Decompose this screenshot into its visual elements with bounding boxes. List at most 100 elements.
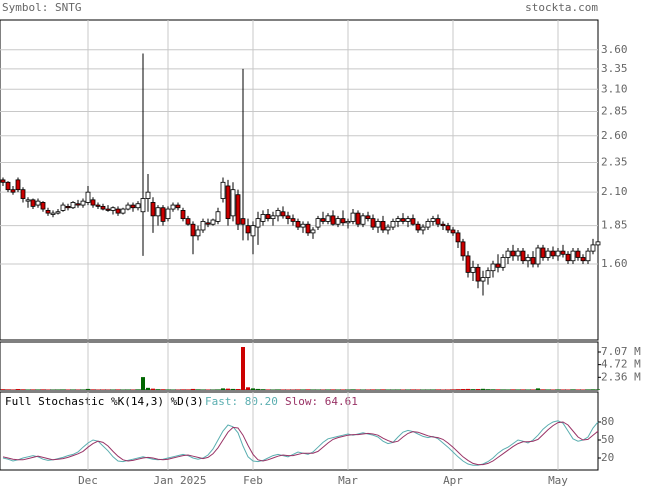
candle-body [370,218,376,228]
volume-bar [226,388,230,390]
volume-bar [161,389,165,390]
volume-bar [91,389,95,390]
volume-bar [156,389,160,390]
candle-body [580,257,586,262]
candle-body [175,204,181,209]
volume-bar [16,389,20,390]
candle-body [275,210,281,217]
y-tick-label: 80 [601,415,614,428]
legend-entry: Fast: 80.20 [205,395,278,408]
candle-body [270,215,276,220]
candle-body [400,218,406,222]
candle-body [390,221,396,228]
candle-body [225,185,231,220]
candle-body [100,205,106,210]
volume-bar [256,388,260,390]
y-tick-label: 3.35 [601,62,628,75]
x-tick-label: Apr [443,474,463,486]
candle-body [490,263,496,272]
volume-bar [246,387,250,390]
volume-bar [126,389,130,390]
volume-bar [536,388,540,390]
candle-body [70,202,76,209]
candle-body [505,250,511,258]
volume-bar [591,389,595,390]
volume-bar [326,389,330,390]
site-label: stockta.com [525,1,598,14]
candle-body [305,223,311,234]
candle-body [360,215,366,225]
candle-body [340,218,346,224]
candle-body [585,250,591,262]
volume-bar [56,389,60,390]
volume-bar [341,389,345,390]
candle-body [245,225,251,234]
candle-body [500,257,506,268]
volume-bar [301,389,305,390]
volume-bar [371,389,375,390]
candle-body [85,191,91,203]
candle-body [140,198,146,213]
volume-bar [151,388,155,390]
volume-bar [6,389,10,390]
volume-bar [571,389,575,390]
volume-bar [71,389,75,390]
candle-body [525,257,531,262]
candle-body [530,257,536,265]
candle-body [325,215,331,222]
candle-body [480,277,486,282]
volume-bar [481,388,485,390]
volume-bar [471,389,475,390]
candle-body [10,189,16,193]
candle-body [590,244,596,252]
x-tick-label: Jan 2025 [154,474,207,486]
y-tick-label: 7.07 M [601,345,641,358]
candle-body [180,210,186,220]
volume-bar [311,389,315,390]
candle-body [205,222,211,225]
candle-body [300,223,306,228]
candle-body [135,203,141,209]
volume-bar [396,389,400,390]
candle-body [110,207,116,211]
y-tick-label: 50 [601,433,614,446]
volume-bar [491,389,495,390]
candle-body [145,191,151,199]
y-tick-label: 1.85 [601,219,628,232]
candle-body [420,226,426,231]
volume-bar [506,389,510,390]
candle-body [575,250,581,258]
candle-body [105,208,111,211]
y-tick-label: 4.72 M [601,358,641,371]
y-tick-label: 20 [601,451,614,464]
candle-body [125,204,131,210]
panel-frame [0,391,599,471]
candle-body [415,223,421,231]
candle-body [260,214,266,222]
y-tick-label: 2.10 [601,185,628,198]
candle-body [475,266,481,282]
candle-body [465,255,471,273]
candle-body [185,218,191,225]
candle-body [310,229,316,234]
volume-bar [241,346,245,390]
volume-bar [501,389,505,390]
candle-body [315,218,321,228]
volume-bar [36,389,40,390]
candle-body [25,199,31,202]
candle-body [95,204,101,207]
candle-body [45,210,51,214]
candle-body [30,199,36,207]
candle-body [170,204,176,210]
volume-bar [306,389,310,390]
candle-body [355,212,361,225]
volume-bar [276,389,280,390]
candle-body [50,212,56,215]
candle-body [75,203,81,206]
volume-bar [186,389,190,390]
y-tick-label: 2.36 M [601,370,641,383]
candle-body [35,200,41,206]
candle-body [130,204,136,209]
candle-body [495,263,501,268]
volume-bar [466,388,470,390]
